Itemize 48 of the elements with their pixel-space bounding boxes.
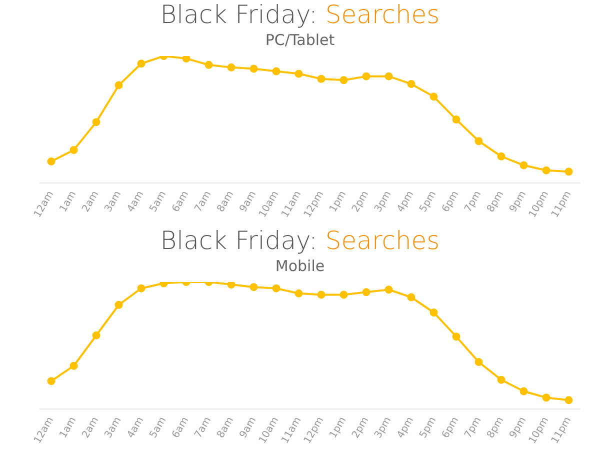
point (182, 56, 190, 63)
point (294, 70, 303, 78)
point (384, 286, 393, 294)
point (362, 288, 370, 296)
point (272, 284, 280, 292)
point (92, 118, 100, 126)
point (497, 376, 506, 384)
point (520, 387, 528, 396)
point (384, 72, 393, 80)
point (340, 290, 348, 299)
point (114, 81, 123, 90)
point (317, 74, 326, 83)
point (340, 76, 348, 84)
point (542, 394, 550, 402)
point (474, 137, 483, 146)
point (430, 308, 438, 316)
point (137, 60, 146, 68)
point (474, 358, 483, 366)
point (250, 283, 258, 292)
point (294, 289, 303, 298)
point (47, 157, 56, 166)
point (407, 80, 416, 88)
chart-subtitle: PC/Tablet (264, 30, 336, 50)
point (250, 64, 258, 73)
point (452, 332, 460, 341)
point (407, 293, 416, 302)
point (47, 377, 56, 386)
chart-title: Black Friday: Searches (160, 0, 440, 29)
point (362, 72, 370, 80)
point (430, 92, 438, 101)
point (92, 331, 100, 340)
chart-title: Black Friday: Searches (160, 226, 440, 255)
point (317, 290, 326, 299)
point (70, 146, 78, 154)
point (520, 161, 528, 170)
point (227, 63, 236, 72)
point (452, 116, 460, 124)
point (137, 284, 146, 292)
point (542, 166, 550, 174)
point (227, 282, 236, 289)
point (114, 300, 123, 309)
point (564, 168, 573, 176)
point (272, 67, 280, 76)
point (564, 396, 573, 404)
point (497, 152, 506, 160)
point (204, 60, 213, 69)
point (70, 362, 78, 370)
chart-subtitle: Mobile (274, 256, 326, 276)
